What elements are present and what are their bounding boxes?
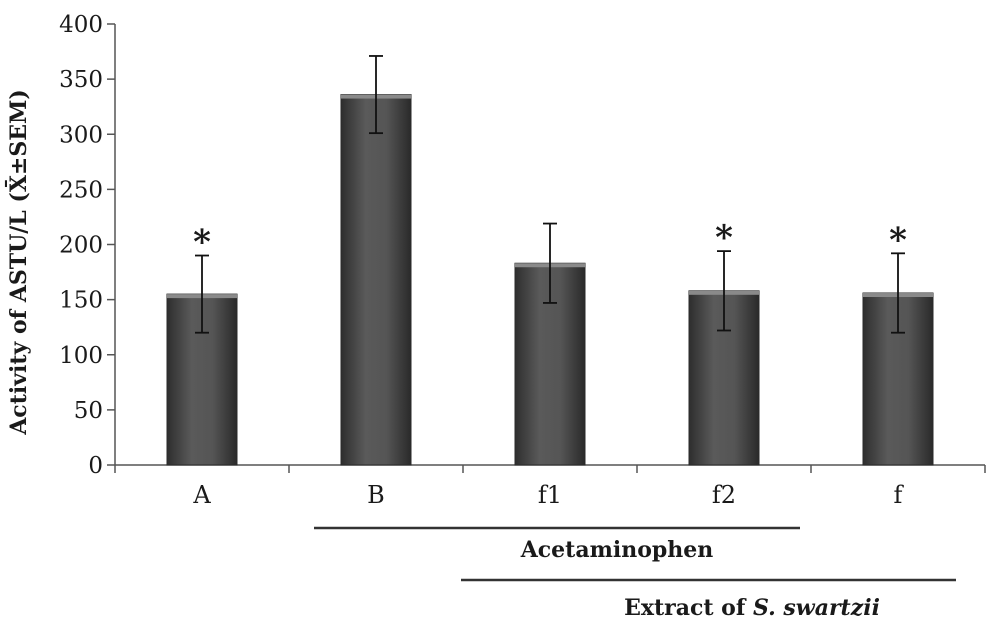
significance-star-A: * [193, 223, 211, 263]
y-tick-label: 300 [59, 122, 103, 148]
y-tick-label: 0 [88, 453, 103, 479]
y-tick-label: 150 [59, 288, 103, 314]
y-tick-label: 400 [59, 12, 103, 38]
x-tick-label-f: f [894, 481, 905, 509]
y-tick-label: 350 [59, 67, 103, 93]
group-label-acetaminophen: Acetaminophen [520, 537, 714, 563]
group-label-extract-species: S. swartzii [753, 595, 880, 621]
y-axis-label: Activity of ASTU/L (X̄±SEM) [4, 89, 32, 436]
y-tick-label: 200 [59, 233, 103, 259]
x-tick-label-f2: f2 [712, 481, 736, 509]
group-label-extract: Extract of S. swartzii [624, 595, 880, 621]
significance-star-f: * [889, 220, 907, 260]
x-tick-label-f1: f1 [538, 481, 562, 509]
y-tick-label: 50 [74, 398, 103, 424]
axes: 0 50 100 150 200 250 300 350 400 [59, 12, 986, 479]
group-label-extract-text: Extract of [624, 595, 753, 621]
y-tick-label: 250 [59, 177, 103, 203]
group-annotations: Acetaminophen Extract of S. swartzii [314, 526, 956, 621]
x-tick-label-A: A [192, 481, 211, 509]
y-tick-label: 100 [59, 343, 103, 369]
bar-B [340, 94, 412, 466]
x-tick-label-B: B [367, 481, 385, 509]
y-axis-label-group: Activity of ASTU/L (X̄±SEM) [4, 89, 32, 436]
significance-star-f2: * [715, 218, 733, 258]
